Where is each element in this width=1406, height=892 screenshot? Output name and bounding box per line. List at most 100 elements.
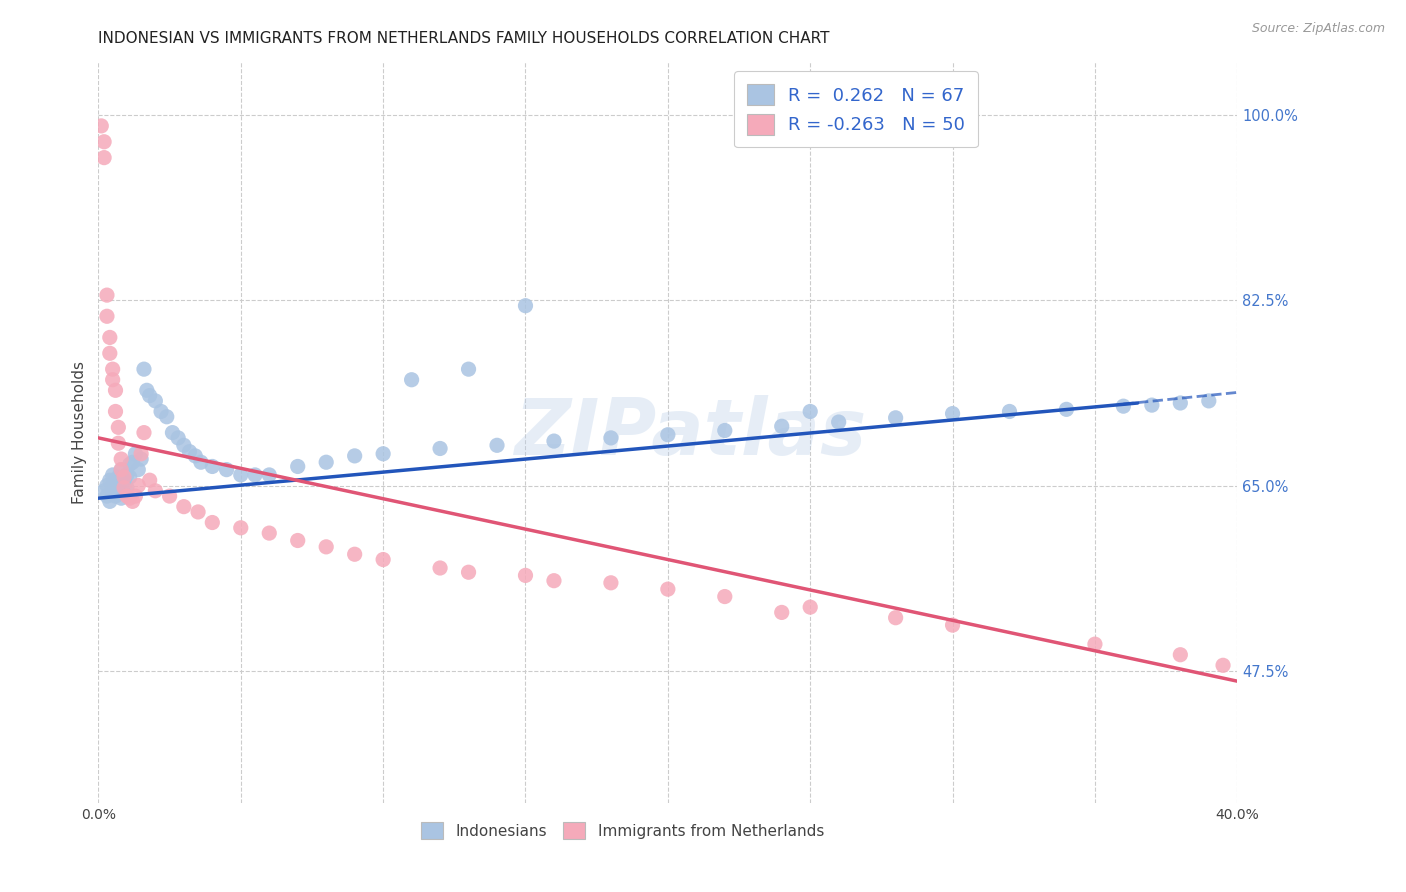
Point xyxy=(110,462,132,476)
Point xyxy=(1170,396,1192,410)
Point xyxy=(515,299,537,313)
Point xyxy=(343,449,366,463)
Point xyxy=(343,547,366,561)
Point xyxy=(229,467,252,482)
Point xyxy=(457,362,479,376)
Point xyxy=(259,526,281,541)
Point xyxy=(401,373,423,387)
Point xyxy=(515,568,537,582)
Point xyxy=(101,467,124,482)
Point xyxy=(107,436,129,450)
Point xyxy=(96,489,118,503)
Point xyxy=(110,452,132,467)
Point xyxy=(112,486,135,500)
Point xyxy=(118,491,141,506)
Point xyxy=(714,424,737,438)
Point xyxy=(1198,393,1220,408)
Point xyxy=(243,467,266,482)
Point xyxy=(118,470,141,484)
Point xyxy=(132,362,155,376)
Text: Source: ZipAtlas.com: Source: ZipAtlas.com xyxy=(1251,22,1385,36)
Point xyxy=(315,540,337,554)
Point xyxy=(104,384,127,398)
Point xyxy=(145,393,167,408)
Point xyxy=(124,447,146,461)
Point xyxy=(107,420,129,434)
Point xyxy=(173,438,195,452)
Point xyxy=(115,489,138,503)
Point xyxy=(101,478,124,492)
Point xyxy=(1140,398,1163,412)
Point xyxy=(93,135,115,149)
Point xyxy=(770,606,793,620)
Point xyxy=(93,151,115,165)
Point xyxy=(162,425,184,440)
Point xyxy=(179,444,201,458)
Point xyxy=(107,478,129,492)
Point xyxy=(1084,637,1107,651)
Point xyxy=(96,478,118,492)
Point xyxy=(315,455,337,469)
Point xyxy=(98,494,121,508)
Legend: Indonesians, Immigrants from Netherlands: Indonesians, Immigrants from Netherlands xyxy=(413,814,832,847)
Point xyxy=(184,449,207,463)
Point xyxy=(884,410,907,425)
Point xyxy=(1212,658,1234,673)
Point xyxy=(124,489,146,503)
Point xyxy=(104,481,127,495)
Point xyxy=(90,119,112,133)
Point xyxy=(600,431,623,445)
Point xyxy=(201,516,224,530)
Point xyxy=(156,409,179,424)
Text: ZIPatlas: ZIPatlas xyxy=(515,394,866,471)
Point xyxy=(104,404,127,418)
Point xyxy=(115,481,138,495)
Point xyxy=(118,458,141,472)
Point xyxy=(215,462,238,476)
Point xyxy=(373,552,395,566)
Point xyxy=(107,487,129,501)
Point xyxy=(770,419,793,434)
Point xyxy=(173,500,195,514)
Point xyxy=(1170,648,1192,662)
Point xyxy=(112,473,135,487)
Point xyxy=(121,455,143,469)
Point xyxy=(657,582,679,596)
Point xyxy=(96,310,118,324)
Text: INDONESIAN VS IMMIGRANTS FROM NETHERLANDS FAMILY HOUSEHOLDS CORRELATION CHART: INDONESIAN VS IMMIGRANTS FROM NETHERLAND… xyxy=(98,31,830,46)
Point xyxy=(129,452,152,467)
Point xyxy=(190,455,212,469)
Point xyxy=(112,470,135,484)
Point xyxy=(429,442,451,456)
Point xyxy=(104,489,127,503)
Point xyxy=(373,447,395,461)
Point xyxy=(93,483,115,498)
Point xyxy=(129,447,152,461)
Point xyxy=(429,561,451,575)
Point xyxy=(110,462,132,476)
Point xyxy=(135,384,157,398)
Point xyxy=(127,462,149,476)
Point xyxy=(799,600,821,615)
Point xyxy=(112,481,135,495)
Point xyxy=(714,590,737,604)
Point xyxy=(828,415,851,429)
Point xyxy=(1112,399,1135,413)
Point xyxy=(187,505,209,519)
Point xyxy=(96,288,118,302)
Point xyxy=(942,618,965,632)
Point xyxy=(98,330,121,344)
Point xyxy=(884,611,907,625)
Point xyxy=(287,533,309,548)
Point xyxy=(115,467,138,482)
Point xyxy=(98,473,121,487)
Point xyxy=(600,575,623,590)
Point xyxy=(138,389,160,403)
Point xyxy=(107,470,129,484)
Point xyxy=(543,434,565,448)
Point xyxy=(104,473,127,487)
Point xyxy=(543,574,565,588)
Point xyxy=(287,459,309,474)
Point xyxy=(121,494,143,508)
Point xyxy=(799,404,821,418)
